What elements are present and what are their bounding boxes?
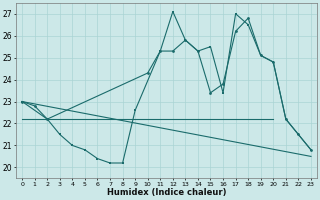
X-axis label: Humidex (Indice chaleur): Humidex (Indice chaleur) (107, 188, 226, 197)
